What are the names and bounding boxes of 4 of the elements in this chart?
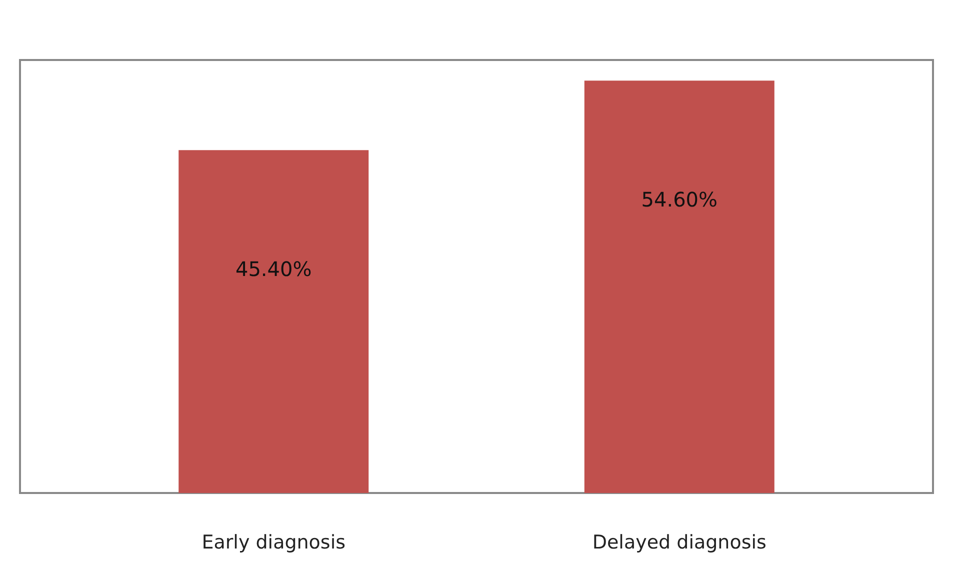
data-label: 45.40%	[235, 257, 312, 282]
x-tick-label: Early diagnosis	[202, 532, 346, 554]
x-tick-label: Delayed diagnosis	[592, 532, 766, 554]
data-label: 54.60%	[641, 188, 718, 212]
